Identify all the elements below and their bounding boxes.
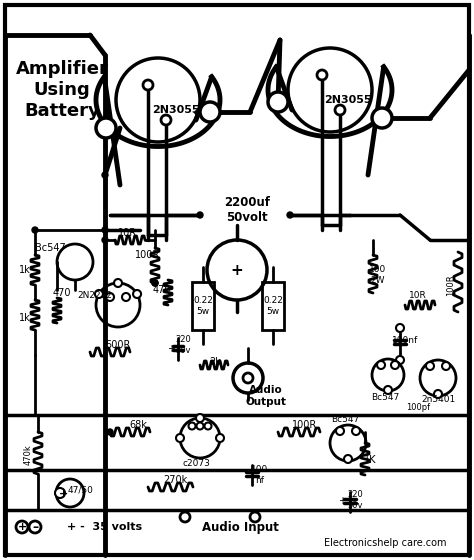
Circle shape (95, 290, 103, 298)
Text: + -  35 volts: + - 35 volts (67, 522, 143, 532)
Circle shape (268, 92, 288, 112)
Circle shape (434, 390, 442, 398)
Circle shape (32, 227, 38, 233)
Text: Bc547: Bc547 (371, 394, 399, 403)
Text: 0.22
5w: 0.22 5w (193, 296, 213, 316)
Circle shape (96, 118, 116, 138)
Text: Bc547: Bc547 (331, 416, 359, 424)
Circle shape (114, 279, 122, 287)
Circle shape (143, 80, 153, 90)
Text: 2k: 2k (209, 357, 221, 367)
Text: +: + (338, 496, 346, 506)
Circle shape (335, 105, 345, 115)
Circle shape (377, 361, 385, 369)
Circle shape (204, 422, 211, 430)
Circle shape (384, 386, 392, 394)
Circle shape (200, 102, 220, 122)
Text: 2200uf
50volt: 2200uf 50volt (224, 196, 270, 224)
Circle shape (152, 280, 158, 286)
Text: Audio
Output: Audio Output (246, 385, 286, 407)
Text: +: + (167, 344, 175, 354)
Text: 100
2W: 100 2W (369, 265, 387, 284)
Circle shape (189, 422, 195, 430)
Text: –: – (32, 520, 38, 534)
Text: 270k: 270k (163, 475, 187, 485)
Text: Electronicshelp care.com: Electronicshelp care.com (324, 538, 446, 548)
Circle shape (352, 427, 360, 435)
Circle shape (55, 488, 65, 498)
Circle shape (133, 290, 141, 298)
Circle shape (243, 373, 253, 383)
Text: 470k: 470k (24, 445, 33, 465)
Text: 100R: 100R (292, 420, 318, 430)
Text: 470: 470 (153, 285, 171, 295)
Bar (192, 282, 214, 330)
Text: 100
nf: 100 nf (251, 465, 269, 485)
Text: Bc547: Bc547 (35, 243, 65, 253)
Text: +: + (58, 489, 68, 499)
Text: 2N3055: 2N3055 (152, 105, 200, 115)
Circle shape (122, 293, 130, 301)
Text: 220
50v: 220 50v (175, 335, 191, 354)
Text: 1k: 1k (19, 265, 31, 275)
Text: 10R: 10R (409, 291, 427, 300)
Circle shape (176, 434, 184, 442)
Text: 47/50: 47/50 (67, 486, 93, 494)
Text: 68k: 68k (129, 420, 147, 430)
Circle shape (107, 429, 113, 435)
Circle shape (216, 434, 224, 442)
Circle shape (196, 414, 204, 422)
Circle shape (16, 521, 28, 533)
Text: 1K: 1K (364, 455, 376, 465)
Text: 10R: 10R (118, 228, 137, 238)
Circle shape (287, 212, 293, 218)
Text: 220
50v: 220 50v (347, 491, 363, 510)
Text: 470: 470 (53, 288, 71, 298)
Circle shape (391, 361, 399, 369)
Text: 500R: 500R (105, 340, 131, 350)
Text: 100R: 100R (136, 250, 161, 260)
Circle shape (29, 521, 41, 533)
Circle shape (372, 108, 392, 128)
Circle shape (197, 422, 203, 430)
Bar (262, 282, 284, 330)
Circle shape (250, 512, 260, 522)
Text: 1k: 1k (19, 313, 31, 323)
Circle shape (442, 362, 450, 370)
Text: 100R: 100R (447, 274, 456, 296)
Text: 100nf: 100nf (392, 335, 418, 344)
Circle shape (344, 455, 352, 463)
Text: 100pf: 100pf (406, 404, 430, 413)
Text: Audio Input: Audio Input (201, 520, 278, 534)
Circle shape (396, 356, 404, 364)
Circle shape (161, 115, 171, 125)
Circle shape (102, 227, 108, 233)
Circle shape (102, 237, 108, 243)
Circle shape (106, 293, 114, 301)
Circle shape (336, 427, 344, 435)
Circle shape (102, 172, 108, 178)
Circle shape (152, 280, 158, 286)
Text: +: + (231, 263, 243, 278)
Text: 2N2222: 2N2222 (78, 291, 112, 300)
Text: 0.22
5w: 0.22 5w (263, 296, 283, 316)
Text: Amplifier
Using
Battery: Amplifier Using Battery (16, 60, 109, 120)
Circle shape (197, 212, 203, 218)
Circle shape (426, 362, 434, 370)
Text: 2N3055: 2N3055 (324, 95, 372, 105)
Circle shape (317, 70, 327, 80)
Text: 2n5401: 2n5401 (421, 395, 455, 404)
Text: c2073: c2073 (182, 459, 210, 468)
Circle shape (180, 512, 190, 522)
Text: +: + (18, 522, 27, 532)
Circle shape (396, 324, 404, 332)
